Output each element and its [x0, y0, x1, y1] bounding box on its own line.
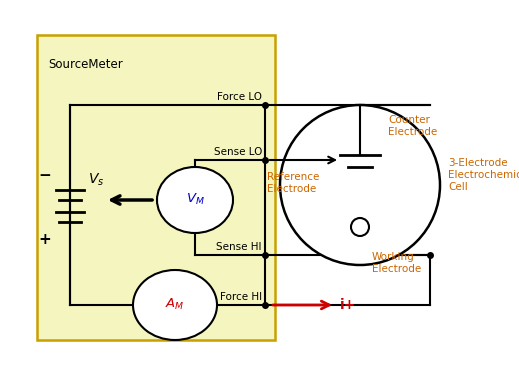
Circle shape: [280, 105, 440, 265]
Bar: [37, 35, 275, 340]
Text: Reference
Electrode: Reference Electrode: [267, 172, 319, 194]
Text: Counter
Electrode: Counter Electrode: [388, 115, 437, 137]
Text: i+: i+: [340, 298, 356, 312]
Text: $A_M$: $A_M$: [165, 297, 185, 311]
Text: $V_s$: $V_s$: [88, 172, 104, 188]
Text: 3-Electrode
Electrochemical
Cell: 3-Electrode Electrochemical Cell: [448, 159, 519, 192]
Circle shape: [351, 218, 369, 236]
Text: Working
Electrode: Working Electrode: [372, 252, 421, 274]
Text: −: −: [38, 167, 51, 182]
Text: SourceMeter: SourceMeter: [48, 58, 123, 71]
Text: Sense HI: Sense HI: [216, 242, 262, 252]
Ellipse shape: [157, 167, 233, 233]
Ellipse shape: [133, 270, 217, 340]
Text: +: +: [38, 232, 51, 248]
Text: Force LO: Force LO: [217, 92, 262, 102]
Text: Force HI: Force HI: [220, 292, 262, 302]
Text: $V_M$: $V_M$: [186, 191, 204, 207]
Text: Sense LO: Sense LO: [214, 147, 262, 157]
